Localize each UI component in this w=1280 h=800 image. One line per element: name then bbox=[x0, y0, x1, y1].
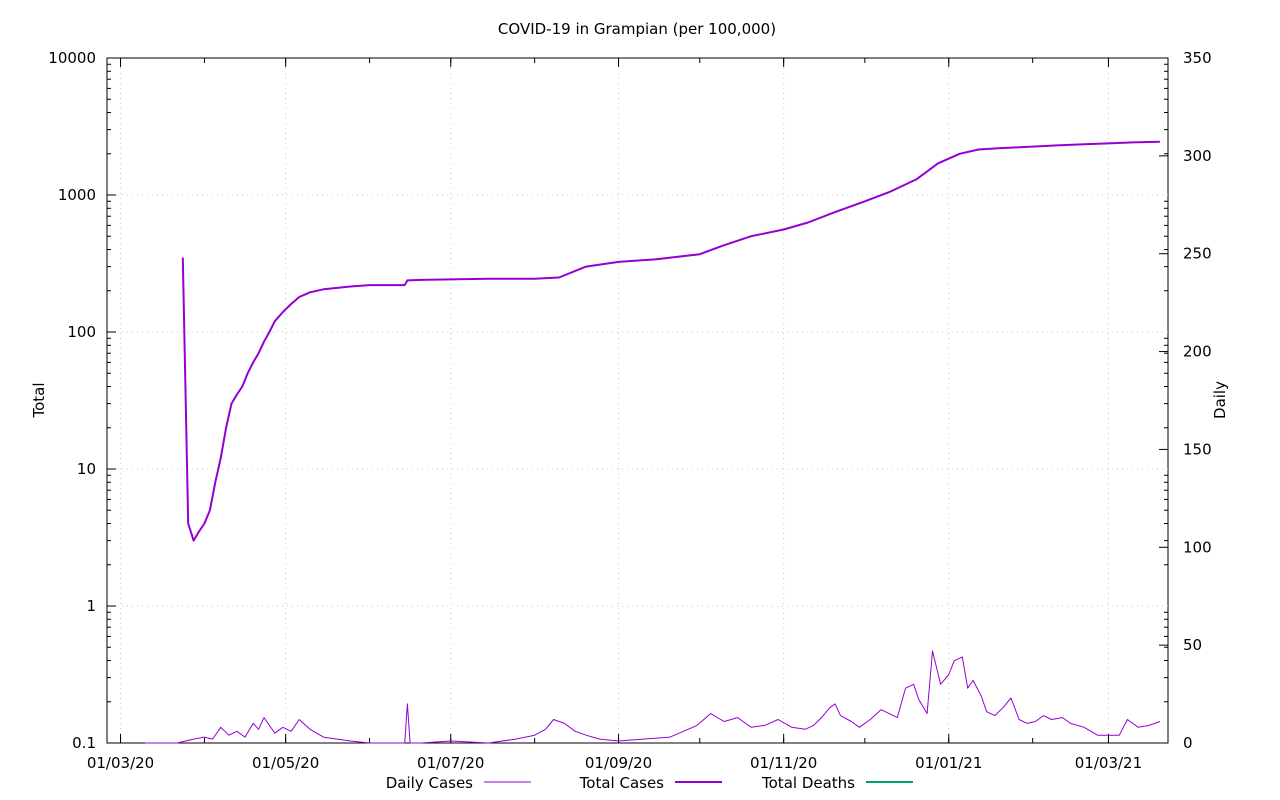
y-tick-label: 10000 bbox=[48, 49, 96, 67]
x-tick-label: 01/11/20 bbox=[750, 754, 817, 772]
series-lines bbox=[144, 140, 1161, 744]
y-tick-label: 10 bbox=[77, 460, 96, 478]
plot-frame bbox=[106, 57, 1169, 744]
x-tick-label: 01/03/21 bbox=[1075, 754, 1142, 772]
x-tick-label: 01/03/20 bbox=[87, 754, 154, 772]
y-tick-label: 1000 bbox=[58, 186, 96, 204]
y-tick-label: 100 bbox=[67, 323, 96, 341]
x-tick-label: 01/07/20 bbox=[417, 754, 484, 772]
y2-tick-label: 200 bbox=[1183, 343, 1212, 361]
grid-lines bbox=[107, 58, 1168, 743]
y2-tick-label: 300 bbox=[1183, 147, 1212, 165]
chart-title: COVID-19 in Grampian (per 100,000) bbox=[498, 20, 776, 38]
series-line-daily-cases bbox=[144, 650, 1161, 744]
y2-tick-label: 50 bbox=[1183, 636, 1202, 654]
y2-tick-label: 250 bbox=[1183, 245, 1212, 263]
y2-axis-label: Daily bbox=[1211, 381, 1229, 419]
legend: Daily Cases Total Cases Total Deaths bbox=[386, 774, 913, 792]
y-tick-label: 0.1 bbox=[72, 734, 96, 752]
y-axis-label: Total bbox=[30, 382, 48, 418]
axis-ticks: 0.1 1 10 100 1000 10000 0 50 100 150 200 250 300 350 0… bbox=[48, 49, 1211, 772]
legend-label-daily-cases: Daily Cases bbox=[386, 774, 473, 792]
y2-tick-label: 100 bbox=[1183, 538, 1212, 556]
x-tick-label: 01/01/21 bbox=[915, 754, 982, 772]
series-line-total-cases bbox=[181, 140, 1160, 542]
legend-label-total-cases: Total Cases bbox=[579, 774, 665, 792]
x-tick-label: 01/09/20 bbox=[585, 754, 652, 772]
y2-tick-label: 0 bbox=[1183, 734, 1193, 752]
y2-tick-label: 150 bbox=[1183, 440, 1212, 458]
y-tick-label: 1 bbox=[86, 597, 96, 615]
x-tick-label: 01/05/20 bbox=[252, 754, 319, 772]
legend-label-total-deaths: Total Deaths bbox=[761, 774, 855, 792]
y2-tick-label: 350 bbox=[1183, 49, 1212, 67]
